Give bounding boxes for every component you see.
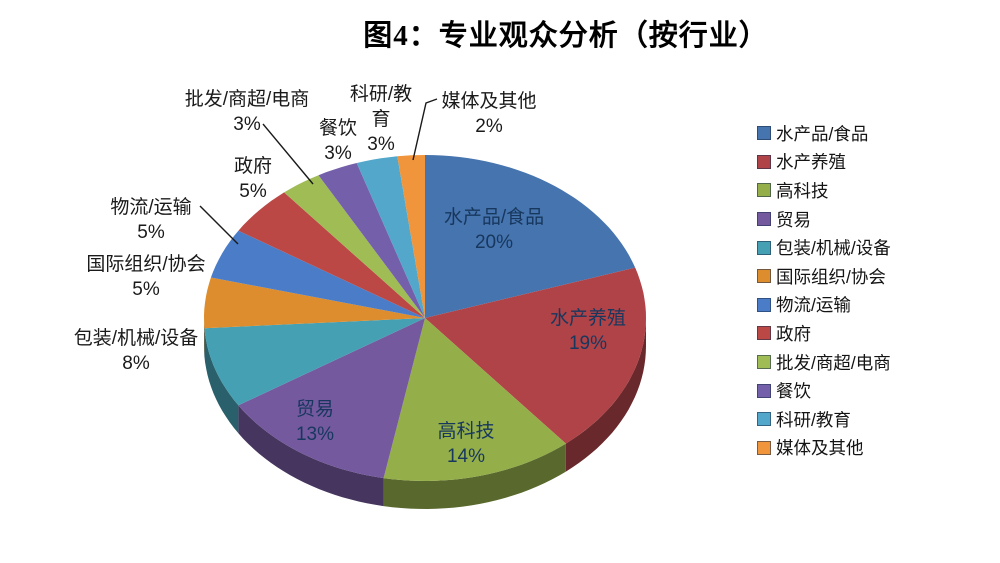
legend-label: 水产养殖	[776, 152, 846, 173]
data-label-line: 包装/机械/设备	[73, 328, 199, 349]
legend-item-7: 政府	[757, 319, 891, 348]
data-label-line: 5%	[132, 279, 160, 300]
pie-slice-6	[210, 230, 425, 318]
legend-swatch	[757, 297, 771, 312]
data-label-line: 20%	[474, 232, 514, 253]
data-label-2: 高科技 14%	[437, 419, 494, 469]
data-label-10: 科研/教育 3%	[350, 82, 412, 157]
data-label-5: 国际组织/协会 5%	[86, 252, 205, 302]
legend-label: 批发/商超/电商	[776, 352, 891, 373]
pie-slice-0	[425, 155, 636, 318]
legend-swatch	[757, 154, 771, 169]
data-label-1: 水产养殖 19%	[550, 306, 626, 356]
pie-slice-10	[356, 156, 425, 318]
legend-item-5: 国际组织/协会	[757, 262, 891, 291]
legend-swatch	[757, 269, 771, 284]
data-label-line: 8%	[122, 353, 150, 374]
legend-label: 餐饮	[776, 381, 811, 402]
legend-swatch	[757, 126, 771, 141]
data-label-line: 2%	[475, 116, 503, 137]
legend-swatch	[757, 355, 771, 370]
pie-slice-8	[284, 175, 425, 318]
legend-label: 包装/机械/设备	[776, 238, 891, 259]
legend-swatch	[757, 183, 771, 198]
data-label-line: 3%	[233, 114, 261, 135]
pie-slice-11	[397, 155, 425, 318]
data-label-7: 政府 5%	[234, 154, 272, 204]
chart-title: 图4：专业观众分析（按行业）	[363, 20, 769, 52]
data-label-line: 3%	[367, 134, 395, 155]
pie-slice-3	[238, 318, 425, 479]
data-label-9: 餐饮 3%	[319, 116, 357, 166]
legend-label: 媒体及其他	[776, 438, 864, 459]
pie-slice-9	[318, 163, 425, 318]
legend-label: 水产品/食品	[776, 123, 869, 144]
legend-label: 科研/教育	[776, 409, 851, 430]
data-label-line: 媒体及其他	[441, 91, 537, 112]
pie-slice-side-2	[383, 443, 566, 509]
legend-swatch	[757, 212, 771, 227]
legend-item-2: 高科技	[757, 176, 891, 205]
data-label-line: 育	[371, 109, 391, 130]
legend-item-6: 物流/运输	[757, 291, 891, 320]
legend-swatch	[757, 326, 771, 341]
data-label-line: 国际组织/协会	[86, 254, 206, 275]
legend-item-0: 水产品/食品	[757, 119, 891, 148]
data-label-line: 批发/商超/电商	[184, 89, 310, 110]
data-label-line: 餐饮	[318, 118, 358, 139]
legend: 水产品/食品 水产养殖高科技贸易包装/机械/设备 国际组织/协会 物流/运输政府批发/…	[757, 119, 891, 462]
legend-item-9: 餐饮	[757, 376, 891, 405]
legend-item-1: 水产养殖	[757, 148, 891, 177]
data-label-11: 媒体及其他 2%	[441, 89, 536, 139]
data-label-line: 水产养殖	[549, 308, 627, 329]
data-label-line: 政府	[233, 156, 273, 177]
legend-label: 高科技	[776, 180, 829, 201]
data-label-line: 贸易	[295, 399, 334, 420]
data-label-6: 物流/运输 5%	[110, 195, 191, 245]
label-leader-line-1	[199, 205, 239, 245]
data-label-line: 水产品/食品	[443, 207, 545, 228]
pie-slice-4	[204, 318, 425, 406]
pie-slice-1	[425, 267, 646, 444]
data-label-line: 5%	[137, 222, 165, 243]
data-label-line: 物流/运输	[110, 197, 192, 218]
pie-slice-2	[383, 318, 566, 481]
label-leader-line-2	[412, 98, 438, 161]
pie-slice-5	[204, 277, 425, 329]
legend-label: 贸易	[776, 209, 811, 230]
legend-item-4: 包装/机械/设备	[757, 233, 891, 262]
data-label-line: 5%	[239, 181, 267, 202]
legend-swatch	[757, 440, 771, 455]
legend-swatch	[757, 412, 771, 427]
legend-label: 国际组织/协会	[776, 266, 886, 287]
data-label-line: 3%	[324, 143, 352, 164]
data-label-line: 13%	[295, 424, 335, 445]
data-label-line: 科研/教	[349, 84, 413, 105]
data-label-4: 包装/机械/设备 8%	[74, 326, 199, 376]
pie-slice-side-3	[238, 405, 384, 507]
data-label-3: 贸易 13%	[296, 397, 334, 447]
data-label-line: 高科技	[437, 421, 495, 442]
label-leader-line-0	[262, 123, 314, 185]
pie-slice-side-4	[204, 328, 239, 434]
legend-swatch	[757, 383, 771, 398]
data-label-8: 批发/商超/电商 3%	[185, 87, 310, 137]
legend-item-11: 媒体及其他	[757, 434, 891, 463]
legend-item-8: 批发/商超/电商	[757, 348, 891, 377]
legend-item-3: 贸易	[757, 205, 891, 234]
pie-slice-side-1	[565, 318, 646, 472]
data-label-line: 14%	[446, 446, 486, 467]
legend-label: 物流/运输	[776, 295, 851, 316]
legend-swatch	[757, 240, 771, 255]
legend-item-10: 科研/教育	[757, 405, 891, 434]
legend-label: 政府	[776, 323, 811, 344]
data-label-line: 19%	[568, 333, 608, 354]
pie-slice-7	[238, 192, 425, 318]
data-label-0: 水产品/食品 20%	[444, 205, 544, 255]
